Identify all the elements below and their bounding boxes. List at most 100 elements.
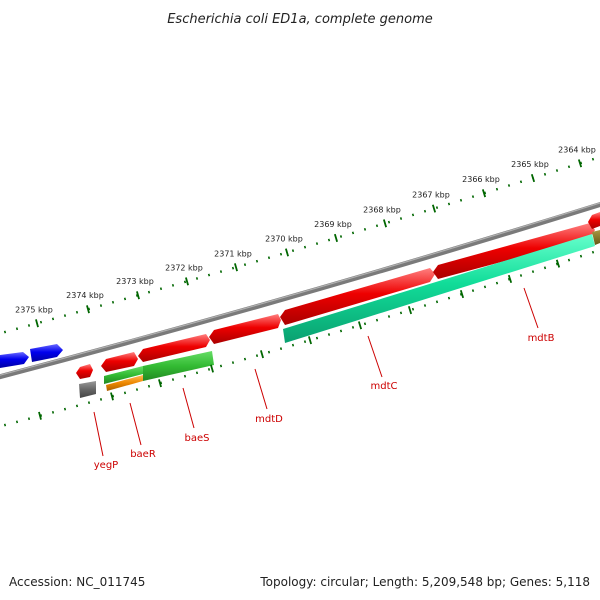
ruler-minor-tick [375, 318, 379, 322]
ruler-minor-tick [231, 266, 235, 270]
ruler-minor-tick [471, 195, 475, 198]
gene-label-mdtB: mdtB [528, 333, 555, 344]
cds-red-mdtC [280, 268, 435, 325]
ruler-major-tick [158, 379, 162, 388]
ruler-minor-tick [543, 266, 547, 270]
ruler-minor-tick [231, 361, 235, 364]
ruler-minor-tick [399, 217, 403, 220]
ruler-minor-tick [591, 157, 595, 161]
ruler-minor-tick [447, 202, 451, 206]
kbp-label: 2368 kbp [363, 205, 401, 214]
kbp-label: 2364 kbp [558, 145, 596, 154]
outer-ruler [3, 157, 595, 334]
ruler-minor-tick [483, 191, 487, 195]
ruler-minor-tick [135, 388, 139, 391]
cog-gray-yegP [79, 381, 96, 398]
ruler-major-tick [357, 321, 363, 330]
ruler-minor-tick [531, 270, 535, 274]
ruler-major-tick [210, 364, 214, 373]
ruler-minor-tick [51, 410, 55, 414]
ruler-minor-tick [519, 274, 523, 277]
ruler-minor-tick [39, 414, 43, 417]
ruler-minor-tick [555, 262, 559, 266]
ruler-major-tick [555, 259, 561, 268]
ruler-minor-tick [15, 420, 19, 424]
kbp-label: 2371 kbp [214, 249, 252, 258]
ruler-minor-tick [351, 326, 355, 329]
ruler-minor-tick [315, 336, 319, 340]
ruler-minor-tick [339, 235, 343, 238]
ruler-minor-tick [447, 296, 451, 300]
leader-baeR [129, 402, 142, 446]
ruler-minor-tick [87, 401, 91, 405]
ruler-major-tick [577, 159, 583, 168]
cog-green-baeS [143, 351, 214, 381]
cds-blue-1 [0, 352, 29, 368]
ruler-minor-tick [483, 285, 487, 289]
ruler-minor-tick [207, 368, 211, 371]
ruler-minor-tick [243, 357, 247, 361]
gene-label-baeR: baeR [130, 449, 156, 460]
kbp-label: 2370 kbp [265, 234, 303, 243]
ruler-minor-tick [171, 378, 175, 381]
kbp-label: 2373 kbp [116, 277, 154, 286]
ruler-major-tick [185, 277, 189, 286]
gene-label-mdtD: mdtD [255, 414, 283, 425]
kbp-labels: 2375 kbp 2374 kbp 2373 kbp 2372 kbp 2371 kbp… [15, 145, 596, 314]
ruler-major-tick [136, 291, 140, 300]
ruler-major-tick [407, 306, 413, 315]
ruler-major-tick [507, 274, 513, 284]
ruler-minor-tick [519, 180, 523, 184]
kbp-label: 2375 kbp [15, 305, 53, 314]
kbp-label: 2367 kbp [412, 191, 450, 200]
ruler-major-tick [110, 392, 114, 401]
ruler-major-tick [481, 189, 487, 198]
ruler-minor-tick [423, 209, 427, 213]
ruler-minor-tick [27, 324, 31, 327]
ruler-minor-tick [579, 254, 583, 258]
accession-text: Accession: NC_011745 [9, 575, 145, 589]
ruler-major-tick [308, 336, 312, 345]
ruler-minor-tick [435, 300, 439, 304]
ruler-minor-tick [411, 213, 415, 217]
cog-olive-next [592, 230, 600, 245]
ruler-minor-tick [87, 307, 91, 311]
cog-teal-mdtC-mdtB [283, 234, 595, 343]
ruler-minor-tick [591, 250, 595, 254]
ruler-minor-tick [471, 289, 475, 293]
leader-mdtC [367, 335, 383, 378]
ruler-minor-tick [243, 263, 247, 267]
ruler-minor-tick [111, 394, 115, 398]
ruler-minor-tick [123, 391, 127, 395]
cds-red-yegP [76, 364, 93, 379]
ruler-minor-tick [507, 277, 511, 281]
ruler-minor-tick [555, 169, 559, 172]
ruler-minor-tick [183, 374, 187, 378]
ruler-minor-tick [207, 273, 211, 277]
ruler-minor-tick [123, 297, 127, 301]
gene-label-mdtC: mdtC [371, 381, 398, 392]
gene-label-yegP: yegP [94, 460, 118, 471]
leader-yegP [93, 411, 104, 457]
ruler-minor-tick [267, 350, 271, 354]
cds-red-baeS [138, 334, 210, 362]
ruler-minor-tick [375, 224, 379, 228]
ruler-major-tick [234, 263, 238, 272]
ruler-minor-tick [579, 161, 583, 165]
leader-mdtD [254, 368, 268, 410]
ruler-minor-tick [99, 304, 103, 307]
ruler-minor-tick [387, 220, 391, 224]
ruler-minor-tick [39, 320, 43, 324]
kbp-label: 2365 kbp [511, 160, 549, 169]
ruler-minor-tick [159, 287, 163, 291]
kbp-label: 2369 kbp [314, 220, 352, 229]
ruler-minor-tick [567, 258, 571, 262]
ruler-minor-tick [75, 404, 79, 408]
cds-red-mdtB [433, 223, 595, 279]
ruler-minor-tick [459, 292, 463, 296]
ruler-minor-tick [291, 249, 295, 253]
map-title: Escherichia coli ED1a, complete genome [167, 12, 433, 27]
ruler-minor-tick [171, 283, 175, 287]
